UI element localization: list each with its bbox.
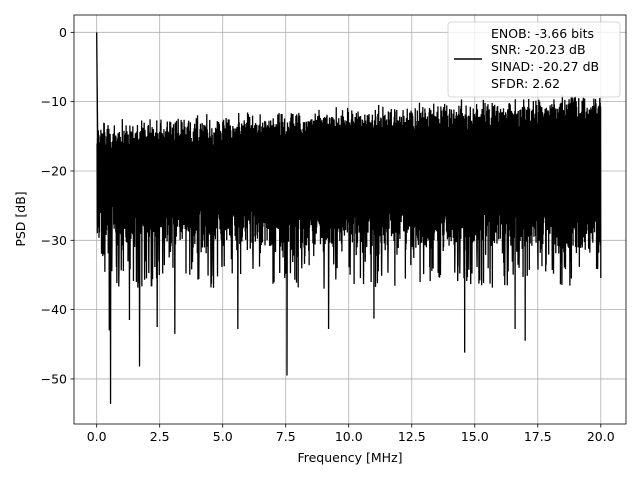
x-tick-label: 10.0 bbox=[335, 429, 363, 444]
plot-frame bbox=[73, 14, 627, 425]
x-tick-label: 15.0 bbox=[461, 429, 489, 444]
x-tick-label: 20.0 bbox=[587, 429, 615, 444]
y-axis-label: PSD [dB] bbox=[13, 191, 28, 246]
y-tick-label: −30 bbox=[41, 233, 67, 248]
legend-snr: SNR: -20.23 dB bbox=[491, 42, 586, 57]
y-tick-label: −20 bbox=[41, 163, 67, 178]
y-tick-label: 0 bbox=[59, 25, 67, 40]
legend-sfdr: SFDR: 2.62 bbox=[491, 76, 560, 91]
y-tick-label: −50 bbox=[41, 371, 67, 386]
legend: ENOB: -3.66 bits SNR: -20.23 dB SINAD: -… bbox=[447, 21, 621, 98]
series-line bbox=[96, 32, 602, 404]
y-tick-label: −10 bbox=[41, 94, 67, 109]
x-tick-label: 7.5 bbox=[276, 429, 296, 444]
x-tick-label: 5.0 bbox=[213, 429, 233, 444]
x-tick-label: 17.5 bbox=[524, 429, 552, 444]
legend-sinad: SINAD: -20.27 dB bbox=[491, 59, 599, 74]
x-tick-label: 2.5 bbox=[150, 429, 170, 444]
legend-enob: ENOB: -3.66 bits bbox=[491, 26, 594, 41]
y-axis-ticks: 0 −10 −20 −30 −40 −50 bbox=[41, 25, 74, 386]
x-tick-label: 0.0 bbox=[87, 429, 107, 444]
x-tick-label: 12.5 bbox=[398, 429, 426, 444]
y-tick-label: −40 bbox=[41, 302, 67, 317]
psd-series-line bbox=[96, 32, 602, 404]
x-axis-ticks: 0.0 2.5 5.0 7.5 10.0 12.5 15.0 17.5 20.0 bbox=[87, 424, 615, 444]
x-axis-label: Frequency [MHz] bbox=[297, 450, 402, 465]
legend-box bbox=[447, 21, 621, 98]
